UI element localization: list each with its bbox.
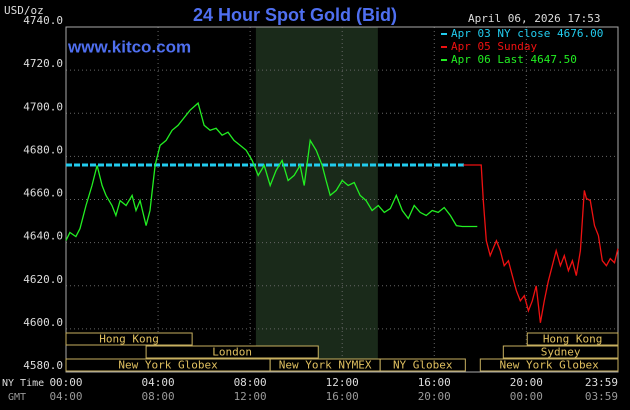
- session-label: NY Globex: [393, 359, 453, 372]
- y-tick-label: 4680.0: [23, 143, 63, 156]
- x2-tick-label: 20:00: [418, 390, 451, 403]
- session-label: New York Globex: [499, 359, 599, 372]
- y-tick-label: 4740.0: [23, 14, 63, 27]
- series-line: [65, 101, 478, 241]
- session-label: London: [212, 346, 252, 359]
- legend-label: Apr 05 Sunday: [451, 40, 537, 53]
- x-tick-label: 12:00: [326, 376, 359, 389]
- timestamp: April 06, 2026 17:53: [468, 12, 600, 25]
- x2-tick-label: 04:00: [49, 390, 82, 403]
- x-tick-label: 08:00: [234, 376, 267, 389]
- session-label: New York Globex: [118, 359, 218, 372]
- y-tick-label: 4580.0: [23, 359, 63, 372]
- plot-border: [65, 26, 619, 373]
- y-tick-label: 4640.0: [23, 230, 63, 243]
- y-tick-label: 4620.0: [23, 273, 63, 286]
- legend-label: Apr 03 NY close 4676.00: [451, 27, 603, 40]
- x-tick-label: 23:59: [585, 376, 618, 389]
- y-tick-label: 4720.0: [23, 57, 63, 70]
- x-tick-label: 16:00: [418, 376, 451, 389]
- session-label: Sydney: [541, 346, 581, 359]
- session-box: [379, 358, 466, 372]
- x2-tick-label: 00:00: [510, 390, 543, 403]
- x-tick-label: 04:00: [142, 376, 175, 389]
- website: www.kitco.com: [67, 37, 191, 56]
- x2-tick-label: 12:00: [234, 390, 267, 403]
- x2-tick-label: 16:00: [326, 390, 359, 403]
- x-tick-label: 00:00: [49, 376, 82, 389]
- x2-tick-label: 03:59: [585, 390, 618, 403]
- y-tick-label: 4600.0: [23, 316, 63, 329]
- session-label: New York NYMEX: [279, 359, 372, 372]
- session-highlight: [255, 27, 378, 372]
- x-tick-label: 20:00: [510, 376, 543, 389]
- y-tick-label: 4700.0: [23, 100, 63, 113]
- session-label: Hong Kong: [99, 333, 159, 346]
- y-axis-label: USD/oz: [4, 4, 44, 17]
- session-box: [65, 332, 193, 346]
- legend-label: Apr 06 Last 4647.50: [451, 53, 577, 66]
- session-box: [526, 332, 619, 346]
- chart-title: 24 Hour Spot Gold (Bid): [193, 5, 397, 25]
- y-tick-label: 4660.0: [23, 187, 63, 200]
- series-line: [463, 164, 619, 323]
- x-axis-label: NY Time: [2, 378, 44, 389]
- session-box: [502, 345, 619, 359]
- session-box: [479, 358, 619, 372]
- session-label: Hong Kong: [543, 333, 603, 346]
- session-box: [145, 345, 319, 359]
- x2-tick-label: 08:00: [142, 390, 175, 403]
- x2-axis-label: GMT: [8, 392, 26, 403]
